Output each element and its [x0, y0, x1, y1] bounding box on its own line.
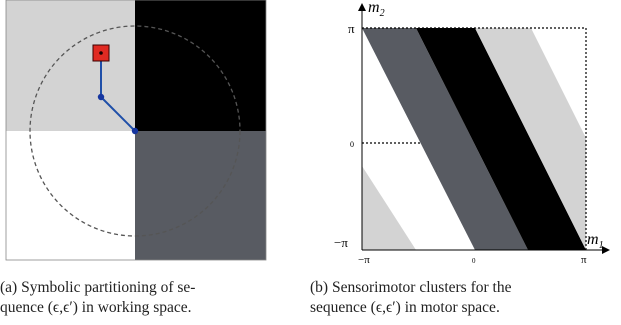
arm-link-1: [100, 96, 136, 132]
caption-a: (a) Symbolic partitioning of se- quence …: [0, 278, 300, 318]
caption-a-line2: quence (ϵ,ϵ′) in working space.: [0, 299, 192, 316]
quadrant-bottom-right: [135, 131, 266, 260]
end-effector: [99, 51, 103, 55]
elbow-joint: [97, 93, 105, 101]
x-tick-right: π: [581, 254, 587, 266]
x-tick-left: −π: [358, 254, 370, 266]
y-tick-mid: 0: [350, 140, 354, 149]
workspace-border: [5, 0, 267, 261]
quadrant-bottom-left: [6, 131, 135, 260]
x-tick-mid: 0: [472, 257, 476, 265]
band-black: [416, 28, 586, 250]
y-tick-bottom: −π: [334, 235, 348, 250]
figure-a: (a) Symbolic partitioning of se- quence …: [0, 0, 300, 325]
band-light: [475, 28, 586, 250]
caption-b-line1: (b) Sensorimotor clusters for the: [310, 279, 512, 296]
figure-b: m2 m1 π 0 −π −π 0 π (b) Sensorimotor clu…: [300, 0, 621, 325]
band-light-corner: [362, 166, 416, 250]
band-dark-gray: [362, 28, 528, 250]
caption-b-line2: sequence (ϵ,ϵ′) in motor space.: [310, 299, 500, 316]
working-space-diagram: [5, 0, 267, 261]
y-axis-label: m2: [368, 0, 385, 19]
reach-circle: [29, 25, 241, 237]
quadrant-top-right: [135, 0, 266, 131]
y-tick-top: π: [348, 21, 355, 36]
x-axis-label: m1: [587, 231, 604, 251]
cluster-bands: [362, 28, 586, 250]
base-joint: [131, 127, 139, 135]
caption-a-line1: (a) Symbolic partitioning of se-: [0, 279, 196, 296]
motor-space-diagram: m2 m1 π 0 −π −π 0 π: [334, 0, 610, 266]
caption-b: (b) Sensorimotor clusters for the sequen…: [310, 278, 621, 318]
